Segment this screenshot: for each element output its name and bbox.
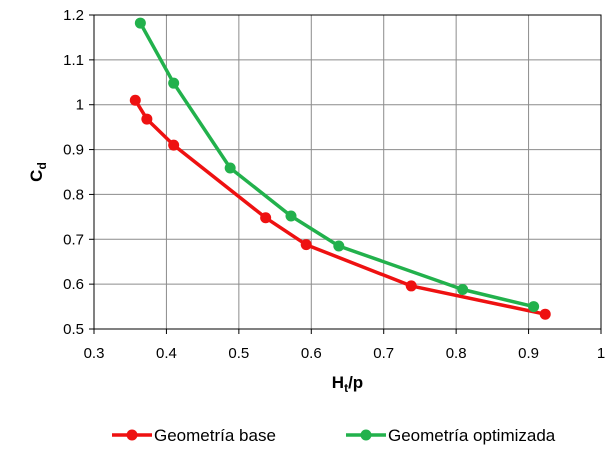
y-tick-labels: 0.5 0.6 0.7 0.8 0.9 1 1.1 1.2 xyxy=(63,7,94,338)
legend-label: Geometría base xyxy=(154,426,276,445)
data-point xyxy=(405,280,417,292)
series xyxy=(129,17,551,320)
x-axis-title: Ht/p xyxy=(332,373,363,395)
x-tick-label: 0.8 xyxy=(446,345,467,362)
y-tick-label: 1 xyxy=(76,97,84,114)
x-tick-label: 1 xyxy=(597,345,605,362)
data-point xyxy=(300,239,312,251)
y-tick-label: 0.5 xyxy=(63,321,84,338)
data-point xyxy=(539,308,551,320)
data-point xyxy=(141,113,153,125)
plot-area xyxy=(93,14,602,330)
data-point xyxy=(260,212,272,224)
y-tick-label: 0.7 xyxy=(63,231,84,248)
data-point xyxy=(333,240,345,252)
x-tick-labels: 0.3 0.4 0.5 0.6 0.7 0.8 0.9 1 xyxy=(84,329,605,362)
series-1 xyxy=(134,17,540,313)
x-axis-title-subscript: t xyxy=(344,381,348,395)
legend-swatch-marker xyxy=(360,429,372,441)
x-axis-title-main: H xyxy=(332,373,344,392)
y-tick-label: 0.6 xyxy=(63,276,84,293)
x-tick-label: 0.6 xyxy=(301,345,322,362)
x-tick-label: 0.3 xyxy=(84,345,105,362)
legend-label: Geometría optimizada xyxy=(388,426,556,445)
y-axis-title-main: C xyxy=(27,170,46,182)
y-tick-label: 0.9 xyxy=(63,142,84,159)
data-point xyxy=(224,162,236,174)
data-point xyxy=(129,94,141,106)
data-point xyxy=(168,139,180,151)
y-axis-title: Cd xyxy=(27,162,49,182)
data-point xyxy=(134,17,146,29)
legend: Geometría base Geometría optimizada xyxy=(112,426,556,445)
data-point xyxy=(285,210,297,222)
grid xyxy=(93,14,602,330)
x-tick-label: 0.7 xyxy=(373,345,394,362)
data-point xyxy=(528,301,540,313)
y-tick-label: 1.2 xyxy=(63,7,84,24)
data-point xyxy=(457,284,469,296)
x-axis-title-rest: /p xyxy=(348,373,363,392)
legend-swatch-marker xyxy=(126,429,138,441)
x-tick-label: 0.9 xyxy=(518,345,539,362)
legend-item-0: Geometría base xyxy=(112,426,276,445)
x-tick-label: 0.4 xyxy=(156,345,177,362)
y-axis-title-subscript: d xyxy=(35,162,49,169)
series-line xyxy=(133,99,546,316)
data-point xyxy=(168,77,180,89)
series-0 xyxy=(129,94,551,320)
y-tick-label: 1.1 xyxy=(63,52,84,69)
legend-item-1: Geometría optimizada xyxy=(346,426,556,445)
x-tick-label: 0.5 xyxy=(228,345,249,362)
y-tick-label: 0.8 xyxy=(63,186,84,203)
